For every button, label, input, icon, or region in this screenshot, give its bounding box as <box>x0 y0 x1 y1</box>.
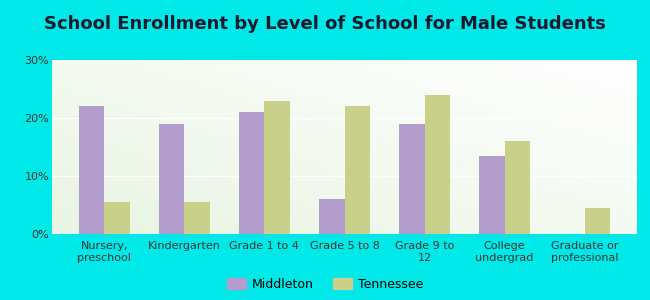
Bar <box>265 100 290 234</box>
Bar <box>79 106 104 234</box>
Bar <box>344 106 370 234</box>
Text: School Enrollment by Level of School for Male Students: School Enrollment by Level of School for… <box>44 15 606 33</box>
Bar <box>159 124 185 234</box>
Bar <box>424 95 450 234</box>
Bar <box>504 141 530 234</box>
Bar <box>399 124 424 234</box>
Bar <box>319 199 344 234</box>
Bar <box>104 202 130 234</box>
Bar <box>239 112 265 234</box>
Bar <box>185 202 210 234</box>
Legend: Middleton, Tennessee: Middleton, Tennessee <box>227 278 423 291</box>
Bar <box>479 156 504 234</box>
Bar <box>585 208 610 234</box>
